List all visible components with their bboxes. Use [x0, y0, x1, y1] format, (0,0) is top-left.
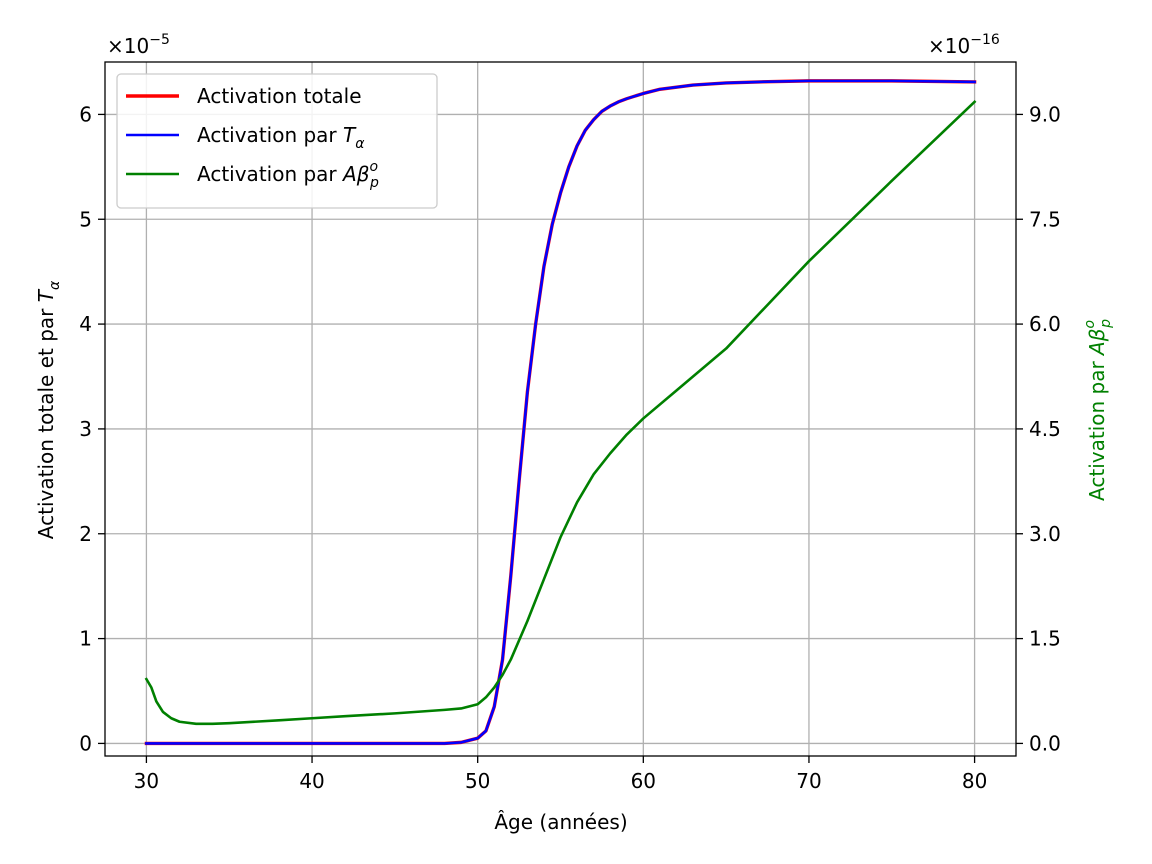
y-tick-label: 3 — [79, 417, 92, 441]
y2-tick-label: 6.0 — [1029, 312, 1061, 336]
y2-tick-label: 9.0 — [1029, 102, 1061, 126]
y2-tick-label: 4.5 — [1029, 417, 1061, 441]
y-tick-label: 0 — [79, 731, 92, 755]
y-tick-label: 6 — [79, 102, 92, 126]
x-tick-label: 30 — [134, 769, 159, 793]
y2-tick-label: 0.0 — [1029, 731, 1061, 755]
y2-axis-title: Activation par Aβop — [1082, 319, 1114, 501]
y-tick-label: 1 — [79, 627, 92, 651]
y-axis-title: Activation totale et par Tα — [34, 280, 63, 539]
y2-offset-label: ×10−16 — [928, 32, 1000, 58]
x-tick-label: 70 — [796, 769, 821, 793]
x-tick-label: 40 — [299, 769, 324, 793]
x-tick-label: 60 — [631, 769, 656, 793]
series-layer — [144, 79, 977, 746]
y2-tick-label: 7.5 — [1029, 207, 1061, 231]
grid-layer — [105, 62, 1016, 756]
legend-label: Activation par Tα — [197, 123, 365, 152]
y-tick-label: 4 — [79, 312, 92, 336]
series-line-abeta — [144, 100, 977, 726]
y-tick-label: 2 — [79, 522, 92, 546]
series-line-t_alpha — [145, 79, 976, 745]
y-offset-label: ×10−5 — [107, 32, 170, 58]
legend-label: Activation totale — [197, 84, 362, 108]
legend-layer: Activation totale Activation par Tα Activa… — [116, 73, 438, 209]
y2-tick-label: 1.5 — [1029, 627, 1061, 651]
y-tick-label: 5 — [79, 207, 92, 231]
x-axis-title: Âge (années) — [494, 810, 627, 834]
plot-frame — [104, 61, 1017, 757]
axes-layer: 30 40 50 60 70 80 0 1 2 3 4 5 6 0.0 1.5 3.0 4.5 6.0 7.5 9.0 — [79, 61, 1061, 793]
y2-tick-label: 3.0 — [1029, 522, 1061, 546]
x-tick-label: 50 — [465, 769, 490, 793]
legend-label: Activation par Aβo p — [197, 159, 379, 191]
legend-box — [116, 73, 438, 209]
x-tick-label: 80 — [962, 769, 987, 793]
